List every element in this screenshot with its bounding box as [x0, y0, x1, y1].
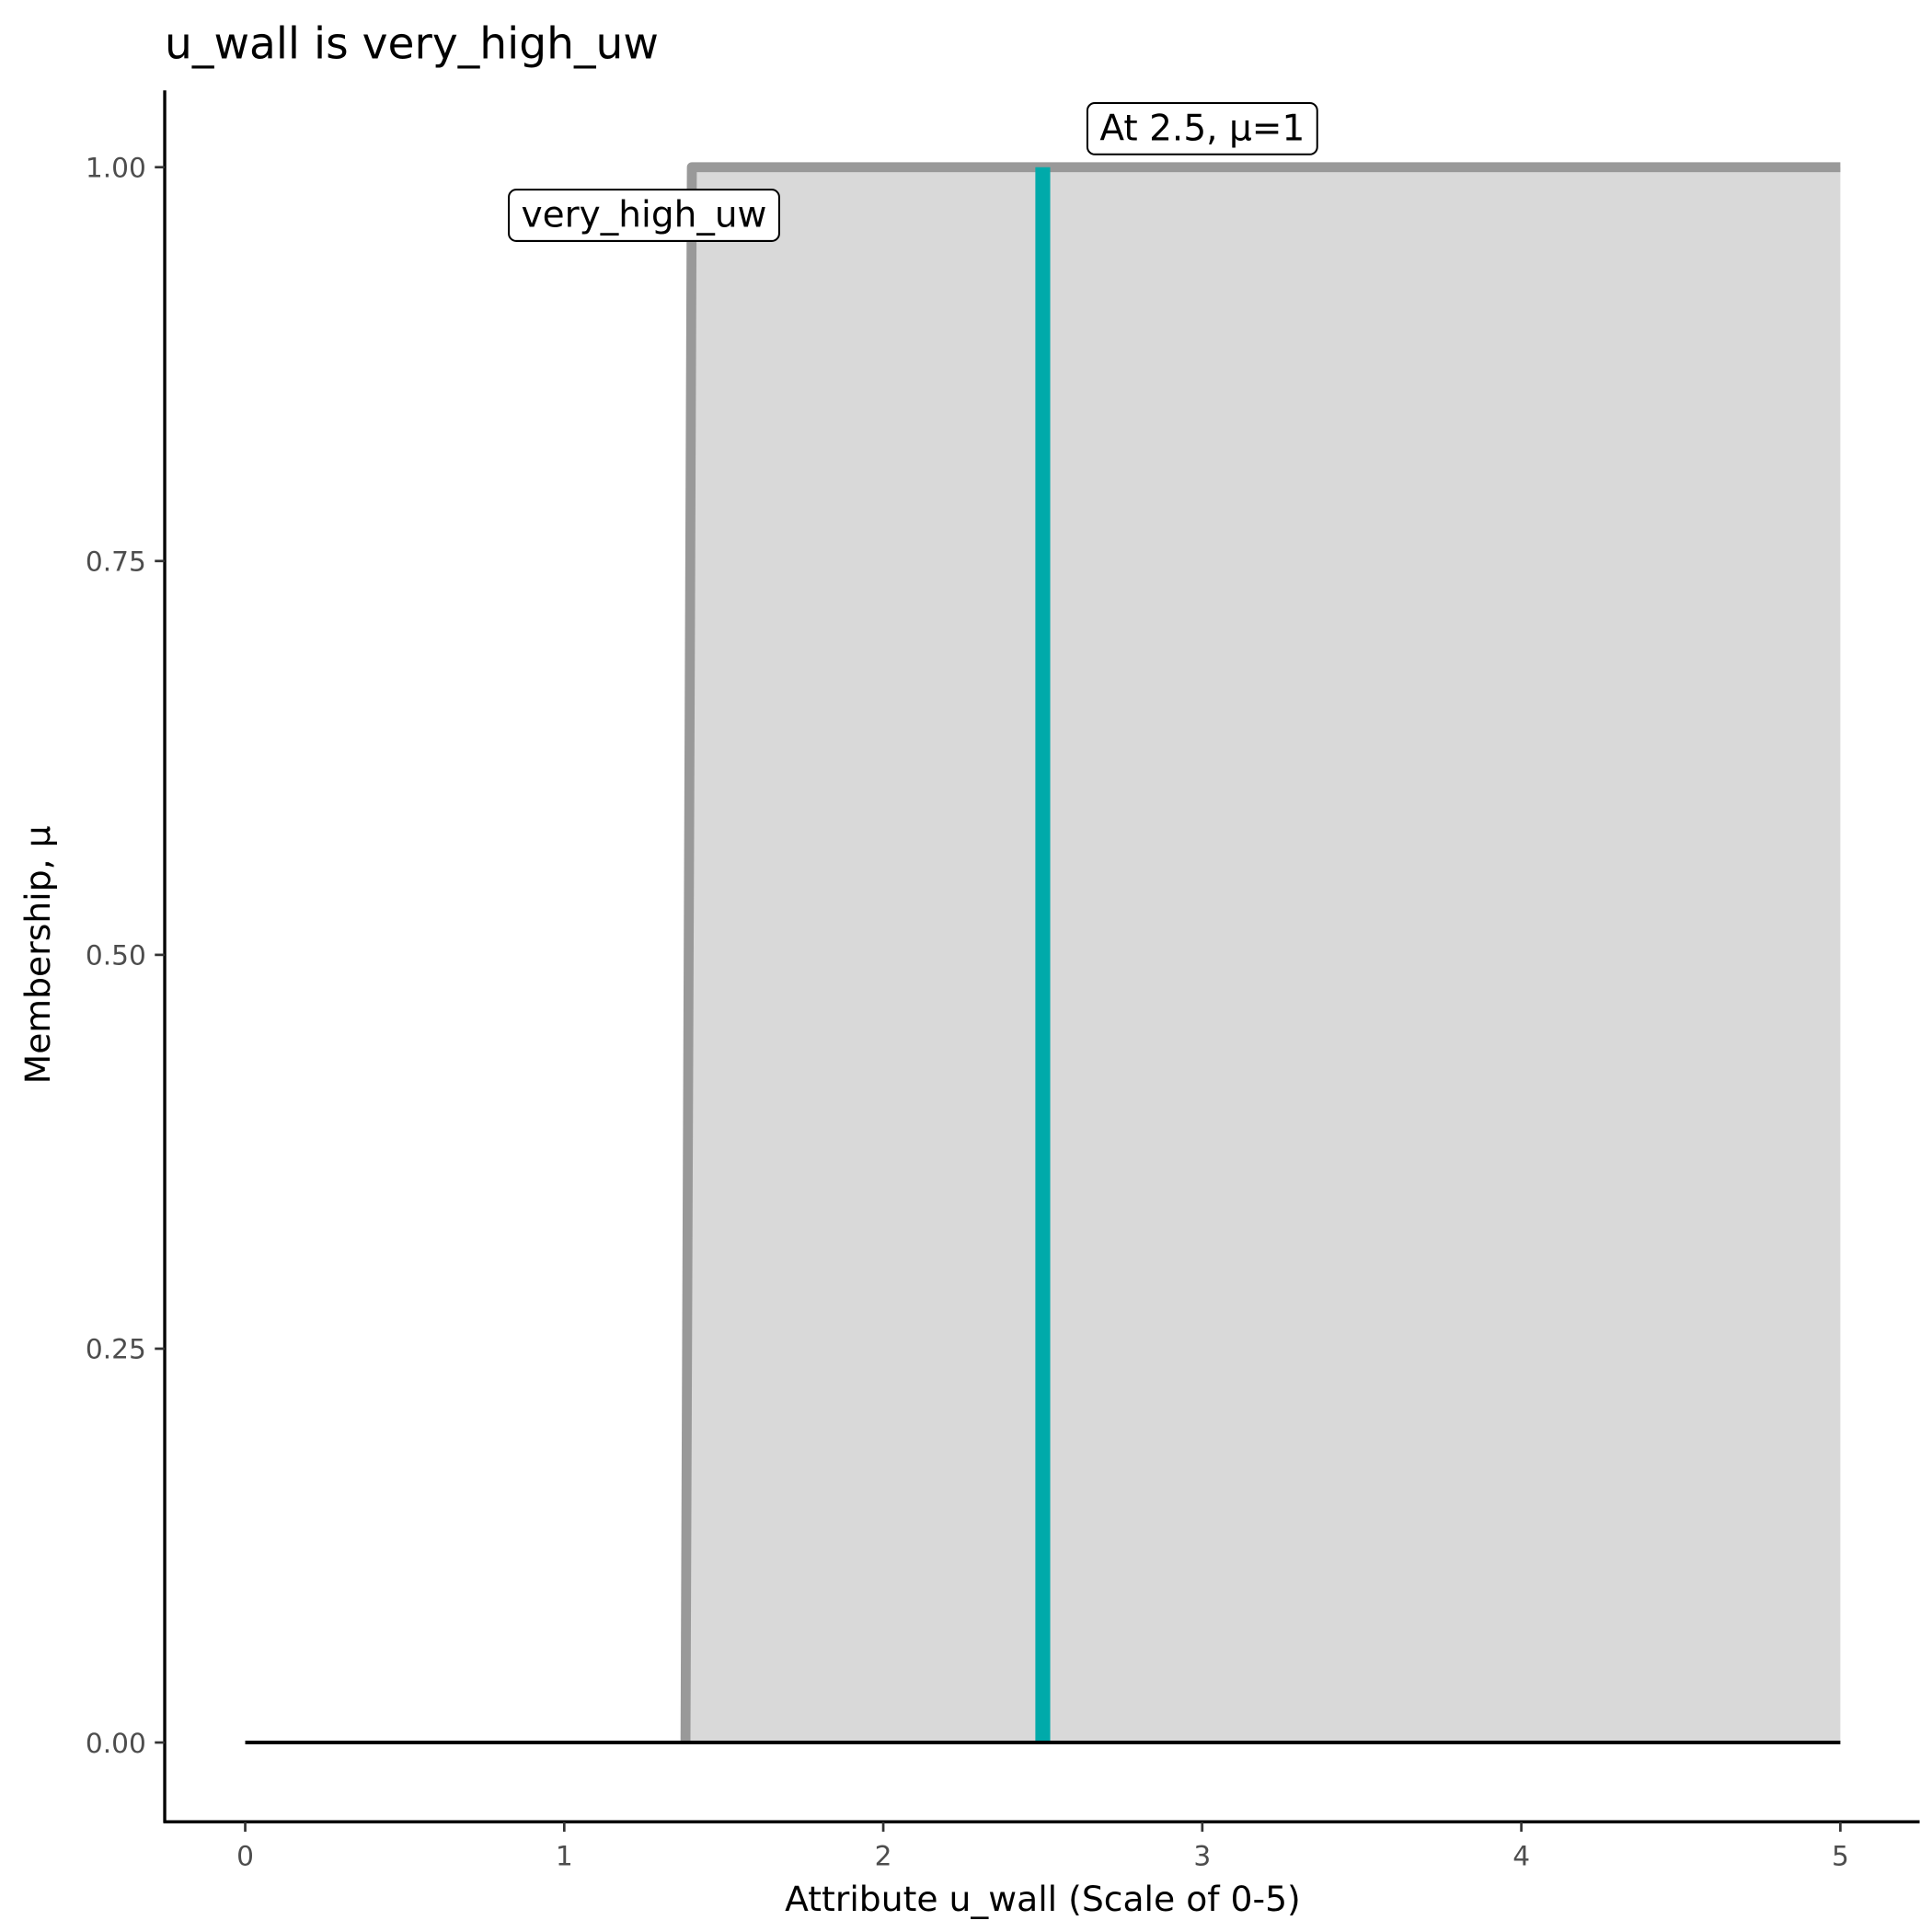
annotations: very_high_uw At 2.5, μ=1 — [508, 101, 1318, 242]
x-tick-label: 0 — [236, 1840, 254, 1871]
x-tick-label: 1 — [556, 1840, 573, 1871]
annotation-box — [1086, 101, 1318, 155]
membership-area-0 — [685, 167, 1841, 1743]
plot-area — [245, 162, 1841, 1745]
x-tick-label: 3 — [1193, 1840, 1211, 1871]
y-tick-label: 0.50 — [86, 940, 146, 972]
annotation-box — [508, 189, 780, 242]
y-ticks: 0.00 0.25 0.50 0.75 1.00 — [86, 153, 166, 1759]
membership-line-0 — [680, 162, 1841, 1743]
annotation-text: At 2.5, μ=1 — [1099, 108, 1305, 149]
y-tick-label: 1.00 — [86, 153, 146, 184]
x-tick-label: 5 — [1832, 1840, 1849, 1871]
chart-title: u_wall is very_high_uw — [165, 18, 659, 69]
x-ticks: 0 1 2 3 4 5 — [236, 1822, 1849, 1871]
x-tick-label: 2 — [875, 1840, 892, 1871]
x-tick-label: 4 — [1512, 1840, 1530, 1871]
annotation-text: very_high_uw — [522, 195, 767, 236]
annotation-label: very_high_uw — [508, 189, 780, 242]
y-tick-label: 0.75 — [86, 546, 146, 578]
y-axis-title: Membership, μ — [17, 825, 58, 1084]
x-axis-title: Attribute u_wall (Scale of 0-5) — [785, 1879, 1301, 1919]
y-tick-label: 0.25 — [86, 1334, 146, 1365]
y-tick-label: 0.00 — [86, 1728, 146, 1759]
annotation-label: At 2.5, μ=1 — [1086, 101, 1318, 155]
